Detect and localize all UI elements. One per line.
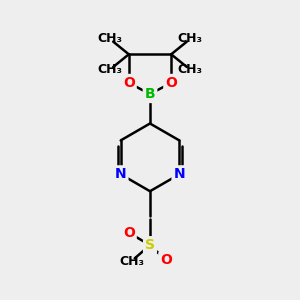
Text: O: O [160, 254, 172, 267]
Text: S: S [145, 238, 155, 252]
Text: O: O [123, 76, 135, 90]
Text: N: N [115, 167, 127, 181]
Text: CH₃: CH₃ [97, 63, 122, 76]
Text: O: O [123, 226, 135, 240]
Text: CH₃: CH₃ [97, 32, 122, 46]
Text: CH₃: CH₃ [119, 255, 144, 268]
Text: B: B [145, 87, 155, 101]
Text: N: N [173, 167, 185, 181]
Text: CH₃: CH₃ [178, 63, 203, 76]
Text: O: O [165, 76, 177, 90]
Text: CH₃: CH₃ [178, 32, 203, 46]
